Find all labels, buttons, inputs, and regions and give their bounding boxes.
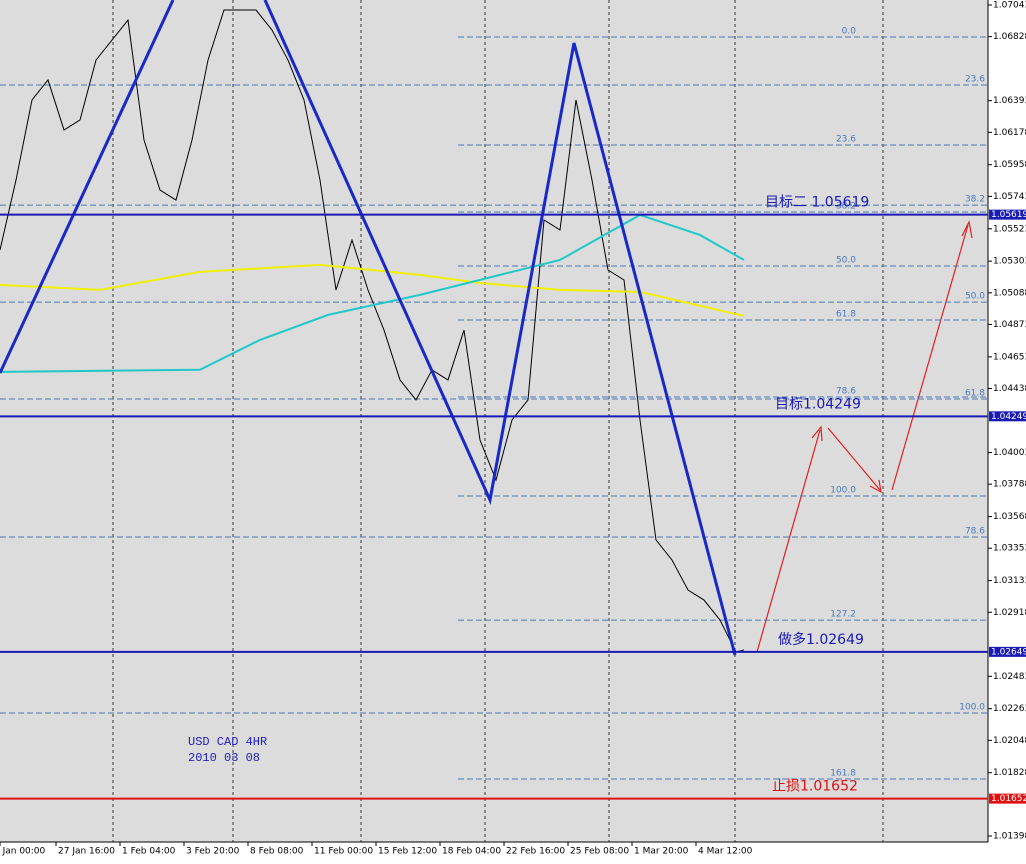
y-tick-label: 1.05958 (993, 160, 1026, 170)
y-tick-label: 1.04873 (993, 320, 1026, 330)
y-tick-label: 1.06178 (993, 128, 1026, 138)
y-tick-label: 1.05303 (993, 257, 1026, 267)
fib-label: 50.0 (836, 256, 856, 266)
x-tick-label: 18 Feb 04:00 (442, 847, 501, 857)
arrow (827, 427, 881, 491)
fib-label: 0.0 (842, 26, 857, 36)
level-annotation: 目标二 1.05619 (765, 195, 869, 211)
level-annotation: 止损1.01652 (772, 779, 858, 795)
x-tick-label: 25 Feb 08:00 (570, 847, 629, 857)
level-marker: 1.02649 (991, 647, 1026, 657)
arrow (756, 429, 821, 653)
symbol-note: USD CAD 4HR (188, 735, 267, 749)
x-tick-label: 27 Jan 16:00 (58, 847, 115, 857)
fib-label: 78.6 (965, 527, 985, 537)
level-marker-bg (989, 646, 1026, 657)
level-marker-bg (989, 209, 1026, 220)
level-marker: 1.05619 (991, 210, 1026, 220)
y-tick-label: 1.03133 (993, 576, 1026, 586)
level-annotation: 目标1.04249 (775, 396, 861, 412)
series-line (0, 0, 175, 374)
y-tick-label: 1.05743 (993, 192, 1026, 202)
y-tick-label: 1.03788 (993, 480, 1026, 490)
arrow (891, 224, 969, 491)
y-tick-label: 1.04003 (993, 448, 1026, 458)
series-line (0, 213, 745, 373)
level-marker-bg (989, 411, 1026, 422)
forecast-arrows (756, 220, 973, 653)
fib-label: 23.6 (965, 74, 985, 84)
fib-label: 100.0 (959, 702, 985, 712)
x-tick-label: 1 Feb 04:00 (122, 847, 176, 857)
x-tick-label: 1 Mar 20:00 (634, 847, 689, 857)
series-line (0, 9, 745, 653)
vertical-grid (112, 0, 884, 842)
fib-label: 161.8 (830, 769, 856, 779)
x-tick-label: 22 Feb 16:00 (506, 847, 565, 857)
y-tick-label: 1.02263 (993, 704, 1026, 714)
y-tick-label: 1.05088 (993, 288, 1026, 298)
fib-label: 100.0 (830, 485, 856, 495)
y-tick-label: 1.04653 (993, 352, 1026, 362)
y-tick-label: 1.06393 (993, 96, 1026, 106)
x-tick-label: 8 Feb 08:00 (250, 847, 304, 857)
y-tick-label: 1.03353 (993, 544, 1026, 554)
x-tick-label: 11 Feb 00:00 (314, 847, 373, 857)
level-marker-bg (989, 793, 1026, 804)
y-tick-label: 1.01398 (993, 832, 1026, 842)
level-annotation: 做多1.02649 (778, 631, 864, 648)
fib-label: 38.2 (965, 195, 985, 205)
y-tick-label: 1.02918 (993, 608, 1026, 618)
y-tick-label: 1.04438 (993, 384, 1026, 394)
level-marker: 1.01652 (991, 794, 1026, 804)
x-tick-label: 15 Feb 12:00 (378, 847, 437, 857)
x-tick-label: 3 Feb 20:00 (186, 847, 240, 857)
y-tick-label: 1.07043 (993, 1, 1026, 11)
fib-label: 50.0 (965, 292, 985, 302)
series-line (0, 263, 745, 317)
y-tick-label: 1.03568 (993, 512, 1026, 522)
series-line (263, 0, 737, 656)
y-tick-label: 1.06828 (993, 32, 1026, 42)
fib-label: 78.6 (836, 387, 856, 397)
plot-background (0, 0, 988, 842)
symbol-note: 2010 03 08 (188, 751, 260, 765)
arrow-head (811, 425, 823, 442)
fib-label: 23.6 (836, 135, 856, 145)
y-tick-label: 1.02048 (993, 736, 1026, 746)
arrow-head (869, 479, 882, 494)
y-tick-label: 1.05523 (993, 224, 1026, 234)
arrow-head (961, 220, 973, 239)
y-tick-label: 1.02483 (993, 672, 1026, 682)
fib-label: 61.8 (965, 388, 985, 398)
fib-label: 38.2 (836, 201, 856, 211)
level-marker: 1.04249 (991, 412, 1026, 422)
y-tick-label: 1.01828 (993, 768, 1026, 778)
fib-label: 127.2 (830, 610, 856, 620)
fib-label: 61.8 (836, 310, 856, 320)
x-tick-label: 5 Jan 00:00 (0, 847, 46, 857)
x-tick-label: 4 Mar 12:00 (698, 847, 753, 857)
